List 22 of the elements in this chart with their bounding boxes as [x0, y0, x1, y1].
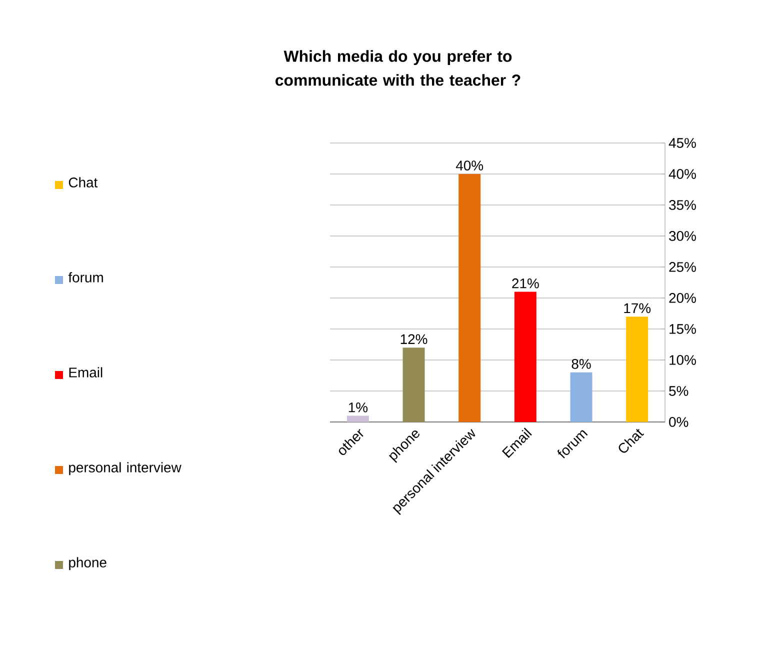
y-tick-label: 10% [670, 355, 696, 365]
data-label: 21% [512, 278, 539, 288]
y-tick-label: 40% [668, 169, 696, 179]
chart-title: Which media do you prefer to communicate with the teacher ? [276, 50, 520, 86]
y-tick-label: 20% [669, 293, 696, 303]
data-label: 1% [348, 402, 368, 412]
data-label: 17% [624, 303, 651, 314]
legend-label: personal interview [69, 462, 182, 476]
data-label: 8% [572, 358, 591, 369]
y-tick-label: 0% [669, 417, 688, 427]
legend-label: forum [68, 272, 103, 282]
legend-label: Email [69, 367, 102, 378]
y-tick-label: 45% [668, 138, 696, 148]
y-tick-label: 25% [669, 262, 696, 272]
data-label: 12% [400, 334, 428, 344]
legend-label: Chat [68, 177, 98, 188]
y-tick-label: 5% [669, 386, 688, 396]
y-tick-label: 30% [669, 231, 696, 241]
y-tick-label: 15% [670, 324, 696, 334]
y-tick-label: 35% [669, 200, 696, 210]
data-label: 40% [456, 160, 484, 170]
legend-label: phone [69, 557, 106, 570]
